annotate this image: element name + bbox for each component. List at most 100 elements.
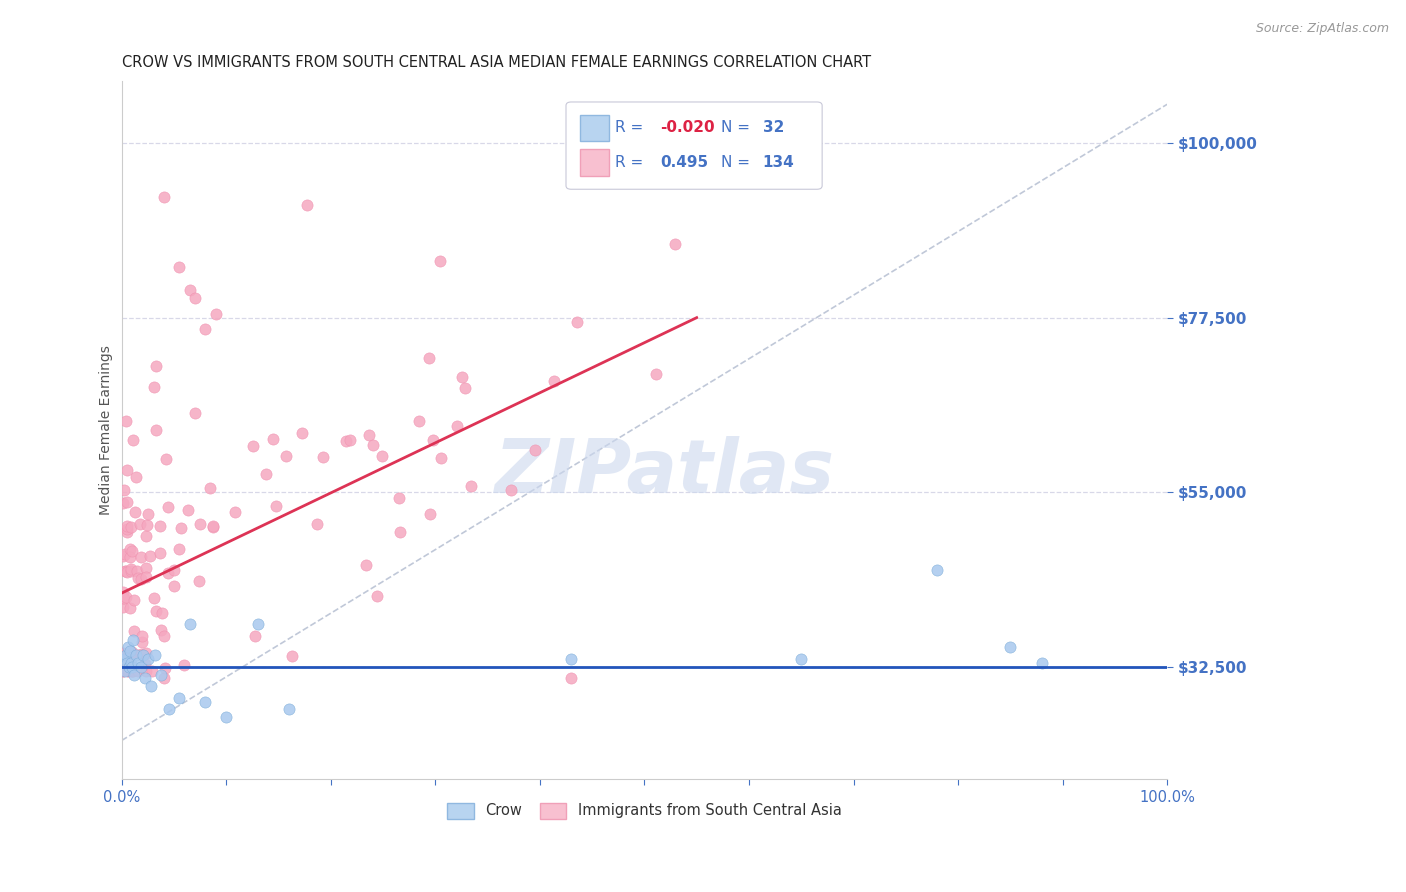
Point: [111, 664, 134, 678]
Point: [179, 617, 201, 632]
Point: [111, 584, 134, 599]
Point: [149, 623, 172, 637]
Point: [115, 495, 138, 509]
Point: [127, 656, 149, 670]
Point: [135, 561, 157, 575]
Point: [389, 525, 412, 540]
Point: [112, 660, 135, 674]
Point: [359, 427, 381, 442]
Point: [115, 566, 138, 580]
Point: [142, 379, 165, 393]
Point: [115, 525, 138, 540]
Point: [169, 521, 191, 535]
Point: [188, 574, 211, 588]
Point: [190, 516, 212, 531]
Point: [157, 566, 180, 581]
Point: [645, 367, 668, 381]
Point: [129, 659, 152, 673]
Point: [120, 664, 142, 678]
Point: [124, 505, 146, 519]
Point: [136, 518, 159, 533]
Point: [143, 648, 166, 662]
Point: [120, 564, 142, 578]
Point: [118, 541, 141, 556]
Point: [122, 434, 145, 448]
Point: [139, 679, 162, 693]
Point: [167, 260, 190, 275]
Point: [131, 629, 153, 643]
Text: CROW VS IMMIGRANTS FROM SOUTH CENTRAL ASIA MEDIAN FEMALE EARNINGS CORRELATION CH: CROW VS IMMIGRANTS FROM SOUTH CENTRAL AS…: [122, 55, 870, 70]
Point: [305, 517, 328, 532]
Point: [194, 322, 217, 336]
Point: [184, 291, 207, 305]
Point: [129, 572, 152, 586]
Point: [121, 544, 143, 558]
Point: [117, 519, 139, 533]
Point: [198, 481, 221, 495]
Point: [430, 451, 453, 466]
FancyBboxPatch shape: [579, 150, 609, 176]
Text: 32: 32: [762, 120, 785, 136]
Point: [134, 664, 156, 678]
Point: [127, 571, 149, 585]
Point: [128, 516, 150, 531]
Point: [111, 549, 134, 563]
Point: [122, 664, 145, 678]
Point: [114, 664, 136, 678]
Point: [115, 648, 138, 662]
Point: [560, 652, 582, 666]
Point: [262, 432, 284, 446]
Point: [112, 652, 135, 666]
Point: [366, 589, 388, 603]
Point: [112, 651, 135, 665]
Point: [114, 653, 136, 667]
Point: [145, 359, 167, 373]
Point: [1031, 656, 1053, 670]
Point: [312, 450, 335, 464]
Point: [115, 590, 138, 604]
Point: [149, 519, 172, 533]
Point: [122, 632, 145, 647]
Point: [112, 591, 135, 605]
Point: [120, 656, 142, 670]
Point: [163, 563, 186, 577]
Point: [125, 470, 148, 484]
Text: 0.495: 0.495: [659, 155, 709, 170]
Point: [125, 565, 148, 579]
Point: [202, 518, 225, 533]
Point: [112, 483, 135, 498]
Point: [131, 634, 153, 648]
Point: [115, 564, 138, 578]
Point: [150, 667, 173, 681]
Point: [117, 522, 139, 536]
Point: [173, 658, 195, 673]
Point: [281, 649, 304, 664]
Point: [1000, 640, 1022, 655]
Point: [354, 558, 377, 572]
Point: [112, 664, 135, 678]
Point: [565, 315, 588, 329]
Point: [664, 236, 686, 251]
Point: [419, 507, 441, 521]
Point: [408, 414, 430, 428]
Point: [177, 503, 200, 517]
Point: [339, 434, 361, 448]
Point: [152, 190, 174, 204]
Point: [460, 479, 482, 493]
Text: 134: 134: [762, 155, 794, 170]
Point: [122, 592, 145, 607]
Point: [135, 529, 157, 543]
Point: [254, 467, 277, 481]
Point: [114, 547, 136, 561]
Point: [246, 617, 269, 632]
Point: [135, 570, 157, 584]
Text: R =: R =: [616, 155, 648, 170]
Point: [139, 549, 162, 564]
Point: [194, 695, 217, 709]
Point: [927, 563, 949, 577]
Point: [120, 644, 142, 658]
Point: [204, 307, 226, 321]
Point: [122, 624, 145, 639]
Point: [422, 433, 444, 447]
Point: [163, 578, 186, 592]
